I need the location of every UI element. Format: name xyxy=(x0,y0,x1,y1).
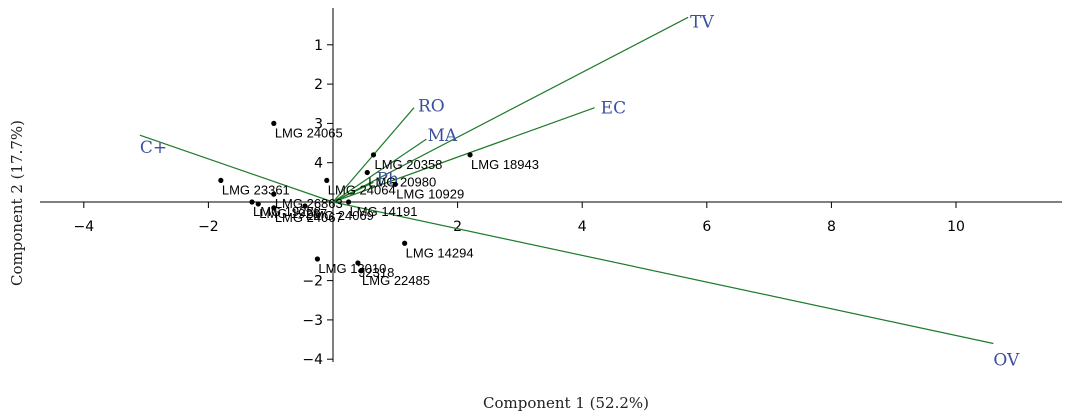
vector-label: MA xyxy=(427,126,457,146)
sample-point xyxy=(302,203,308,209)
sample-point xyxy=(314,256,321,262)
sample-point-label: LMG 18943 xyxy=(471,157,539,172)
vector-label: TV xyxy=(690,12,714,32)
vector-label: C+ xyxy=(140,138,167,158)
vector-label: EC xyxy=(601,99,626,119)
sample-point xyxy=(271,120,277,126)
sample-point-label: LMG 24064 xyxy=(328,182,396,197)
y-tick-label: 1 xyxy=(314,38,323,54)
sample-point-label: LMG 20358 xyxy=(374,157,442,172)
y-tick-label: 3 xyxy=(314,116,323,132)
y-tick-label: 2 xyxy=(314,77,323,93)
sample-point xyxy=(402,240,408,246)
sample-point xyxy=(345,199,352,205)
y-tick-label: −2 xyxy=(302,274,323,290)
sample-point xyxy=(370,152,377,158)
sample-point xyxy=(218,177,224,183)
x-tick-label: −2 xyxy=(198,219,219,235)
sample-point-label: LMG 23361 xyxy=(222,182,290,197)
x-tick-label: 10 xyxy=(947,219,965,235)
sample-point-label: LMG 22485 xyxy=(362,273,430,288)
sample-point-label: LMG 24067 xyxy=(275,210,343,225)
sample-point xyxy=(255,201,261,207)
sample-point-label: LMG 10929 xyxy=(396,186,464,201)
sample-point xyxy=(364,169,370,176)
x-axis-title: Component 1 (52.2%) xyxy=(483,394,649,412)
vector-label: OV xyxy=(993,350,1020,370)
y-axis-title: Component 2 (17.7%) xyxy=(8,120,26,286)
sample-point-label: LMG 14294 xyxy=(406,245,474,260)
sample-point xyxy=(467,152,473,158)
loading-vector-ov xyxy=(332,201,994,345)
sample-point-label: LMG 24065 xyxy=(275,125,343,140)
sample-point-label: LMG 24069 xyxy=(306,208,374,223)
sample-point xyxy=(324,177,330,183)
x-tick-label: 8 xyxy=(827,219,836,235)
sample-point xyxy=(271,205,277,211)
sample-point xyxy=(355,260,361,266)
sample-point-label: LMG 26863 xyxy=(275,196,343,211)
loading-vector-cplus xyxy=(139,134,334,203)
y-tick-label: −4 xyxy=(302,352,323,368)
sample-point xyxy=(249,199,255,205)
sample-point xyxy=(392,181,398,187)
sample-point xyxy=(358,268,364,274)
x-tick-label: 2 xyxy=(453,219,462,235)
loading-vector-ph xyxy=(332,181,374,203)
sample-point-label: J2318 xyxy=(359,265,394,280)
loading-vector-ec xyxy=(332,107,595,203)
vector-label: RO xyxy=(418,97,445,117)
sample-point-label: LMG 14191 xyxy=(350,204,418,219)
loading-vector-ma xyxy=(332,138,427,203)
y-tick-label: 4 xyxy=(314,156,323,172)
x-tick-label: 4 xyxy=(578,219,587,235)
x-tick-label: 6 xyxy=(702,219,711,235)
loading-vector-tv xyxy=(332,16,689,203)
sample-point-label: LMG 19287 xyxy=(259,206,327,221)
x-tick-label: −4 xyxy=(73,219,94,235)
sample-point xyxy=(271,191,277,197)
sample-point-label: LMG 13010 xyxy=(318,261,386,276)
sample-point-label: LMG 20980 xyxy=(368,175,436,190)
y-tick-label: −3 xyxy=(302,313,323,329)
